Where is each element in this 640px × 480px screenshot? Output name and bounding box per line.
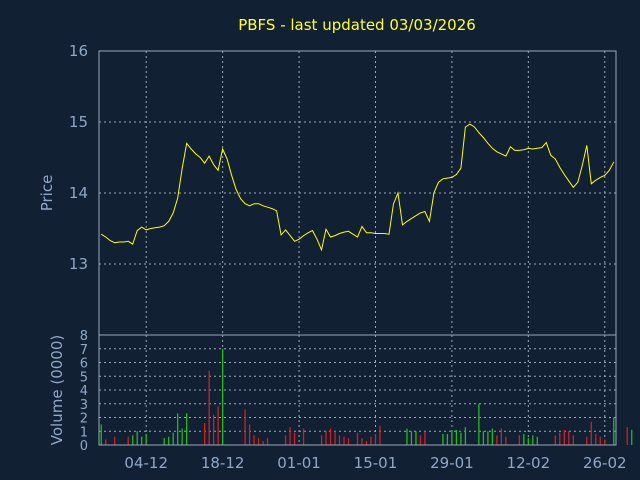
price-tick-label: 14 <box>69 184 88 202</box>
volume-tick-label: 4 <box>80 384 88 399</box>
price-tick-label: 16 <box>69 42 88 60</box>
volume-tick-label: 8 <box>80 329 88 344</box>
x-tick-label: 04-12 <box>124 454 168 472</box>
price-panel-frame <box>98 50 617 336</box>
volume-tick-label: 6 <box>80 357 88 372</box>
volume-grid <box>99 335 616 445</box>
volume-tick-label: 0 <box>80 439 88 454</box>
x-tick-label: 15-01 <box>354 454 398 472</box>
x-tick-label: 29-01 <box>430 454 474 472</box>
x-tick-label: 18-12 <box>201 454 245 472</box>
volume-tick-label: 2 <box>80 412 88 427</box>
price-y-ticks: 13 14 15 16 <box>69 42 88 273</box>
x-tick-label: 01-01 <box>277 454 321 472</box>
x-axis-ticks: 04-12 18-12 01-01 15-01 29-01 12-02 26-02 <box>124 454 626 472</box>
x-tick-label: 12-02 <box>507 454 551 472</box>
chart-title: PBFS - last updated 03/03/2026 <box>238 16 476 34</box>
volume-axis-label: Volume (0000) <box>48 335 66 445</box>
price-tick-label: 13 <box>69 255 88 273</box>
price-grid <box>99 51 616 335</box>
volume-tick-label: 3 <box>80 398 88 413</box>
volume-tick-label: 7 <box>80 343 88 358</box>
price-line <box>100 123 615 252</box>
price-tick-label: 15 <box>69 113 88 131</box>
volume-panel-frame <box>98 334 617 446</box>
volume-tick-label: 1 <box>80 425 88 440</box>
volume-tick-label: 5 <box>80 370 88 385</box>
x-tick-label: 26-02 <box>583 454 627 472</box>
volume-bars <box>100 348 633 445</box>
price-axis-label: Price <box>38 175 56 212</box>
